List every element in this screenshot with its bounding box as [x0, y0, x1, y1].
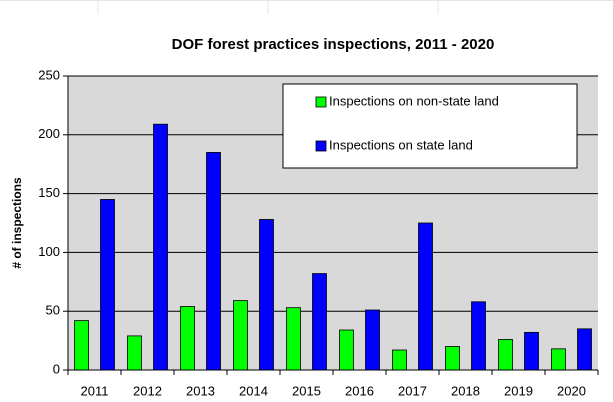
x-tick-label: 2018	[451, 383, 480, 398]
legend-label: Inspections on state land	[329, 137, 473, 152]
legend-label: Inspections on non-state land	[329, 93, 499, 108]
bar	[551, 348, 566, 371]
y-tick-label: 0	[53, 361, 60, 376]
x-tick-label: 2013	[186, 383, 215, 398]
bar	[153, 123, 168, 371]
x-tick-label: 2012	[133, 383, 162, 398]
y-axis-label: # of inspections	[10, 177, 24, 269]
x-tick-label: 2014	[239, 383, 268, 398]
bar	[339, 329, 354, 371]
bar	[233, 300, 248, 371]
x-tick-label: 2016	[345, 383, 374, 398]
y-tick-label: 250	[38, 67, 60, 82]
bar	[392, 349, 407, 371]
bar	[206, 152, 221, 371]
legend-swatch	[315, 96, 327, 108]
bar	[577, 328, 592, 371]
bar	[498, 339, 513, 371]
bar	[418, 222, 433, 371]
x-tick-label: 2017	[398, 383, 427, 398]
bar	[312, 273, 327, 371]
x-tick-label: 2015	[292, 383, 321, 398]
y-tick-label: 50	[46, 303, 60, 318]
bar	[286, 307, 301, 371]
y-tick-label: 200	[38, 126, 60, 141]
bar	[127, 335, 142, 371]
bar	[100, 199, 115, 371]
legend-swatch	[315, 140, 327, 152]
x-tick-label: 2019	[504, 383, 533, 398]
chart-title: DOF forest practices inspections, 2011 -…	[172, 36, 495, 53]
bar	[180, 306, 195, 371]
sheet-grid	[0, 0, 613, 14]
y-tick-label: 150	[38, 185, 60, 200]
bar	[365, 309, 380, 371]
bar	[74, 320, 89, 371]
bar	[471, 301, 486, 371]
x-tick-label: 2020	[557, 383, 586, 398]
bar	[445, 346, 460, 371]
bar	[524, 331, 539, 371]
x-tick-label: 2011	[81, 383, 109, 398]
legend-box	[282, 83, 578, 169]
y-tick-label: 100	[38, 244, 60, 259]
bar	[259, 219, 274, 371]
